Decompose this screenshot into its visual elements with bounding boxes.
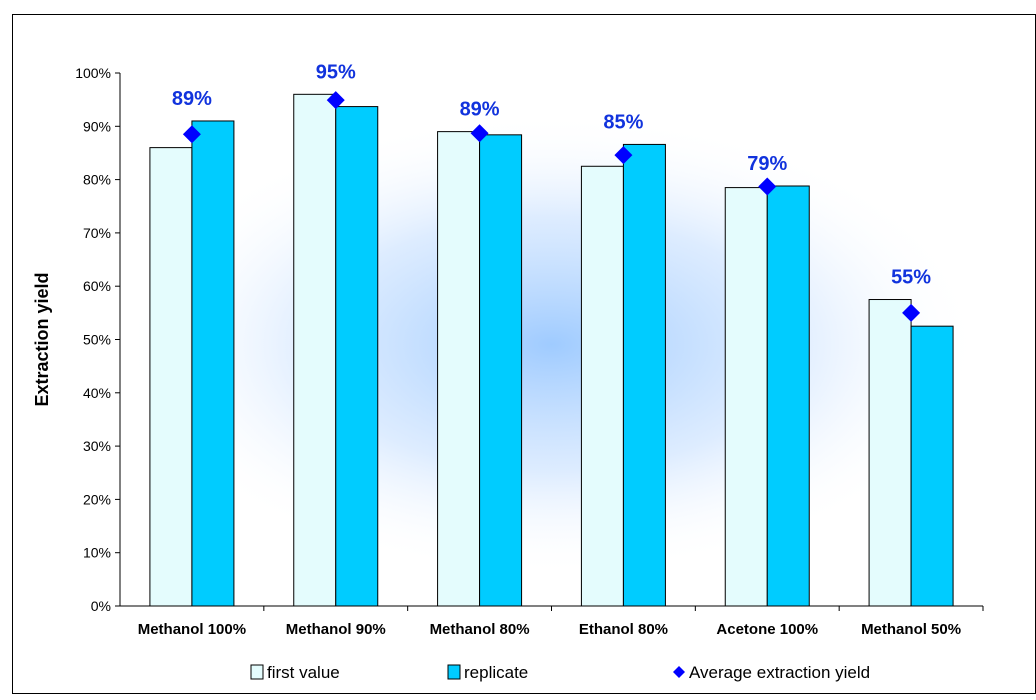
bar-first-value [724,187,768,607]
data-label: 89% [460,99,500,121]
data-label: 85% [603,111,643,133]
average-marker [902,303,921,322]
data-label: 95% [316,61,356,83]
y-tick-label: 20% [83,491,111,507]
data-label: 89% [172,88,212,110]
y-tick-label: 80% [83,172,111,188]
y-tick-label: 100% [75,65,111,81]
bar-first-value [149,147,193,607]
category-label: Methanol 50% [861,621,961,638]
y-tick-label: 10% [83,545,111,561]
y-tick-label: 90% [83,118,111,134]
bar-first-value [293,93,337,607]
bar-replicate [910,325,954,607]
bar-replicate [335,106,379,607]
bar-chart: 0% 10% 20% 30% 40% 50% 60% 70% 80% 90% 100% Extract… [32,61,984,682]
bar-first-value [580,165,624,607]
bar-replicate [622,143,666,607]
data-label: 55% [891,267,931,289]
background-glow [120,112,983,577]
category-label: Methanol 100% [138,621,246,638]
legend-label: replicate [464,663,528,682]
bar-replicate [479,134,523,607]
average-marker [326,91,345,110]
legend-swatch [673,666,685,678]
category-label: Methanol 90% [286,621,386,638]
average-marker [470,124,489,143]
legend-label: Average extraction yield [689,663,870,682]
category-label: Acetone 100% [716,621,818,638]
y-tick-label: 50% [83,332,111,348]
y-tick-label: 60% [83,278,111,294]
average-marker [758,177,777,196]
category-label: Methanol 80% [430,621,530,638]
chart-frame: 0% 10% 20% 30% 40% 50% 60% 70% 80% 90% 100% Extract… [12,14,1036,694]
average-marker [614,146,633,165]
y-axis-title: Extraction yield [32,272,52,406]
y-tick-label: 30% [83,438,111,454]
y-tick-label: 70% [83,225,111,241]
bar-first-value [868,299,912,607]
legend-swatch [250,664,264,680]
legend-swatch [447,664,461,680]
category-label: Ethanol 80% [579,621,668,638]
bar-first-value [437,131,481,607]
y-tick-label: 40% [83,385,111,401]
legend-label: first value [267,663,340,682]
data-label: 79% [747,153,787,175]
bar-replicate [191,120,235,607]
y-tick-label: 0% [91,598,111,614]
average-marker [182,125,201,144]
bar-replicate [766,185,810,607]
